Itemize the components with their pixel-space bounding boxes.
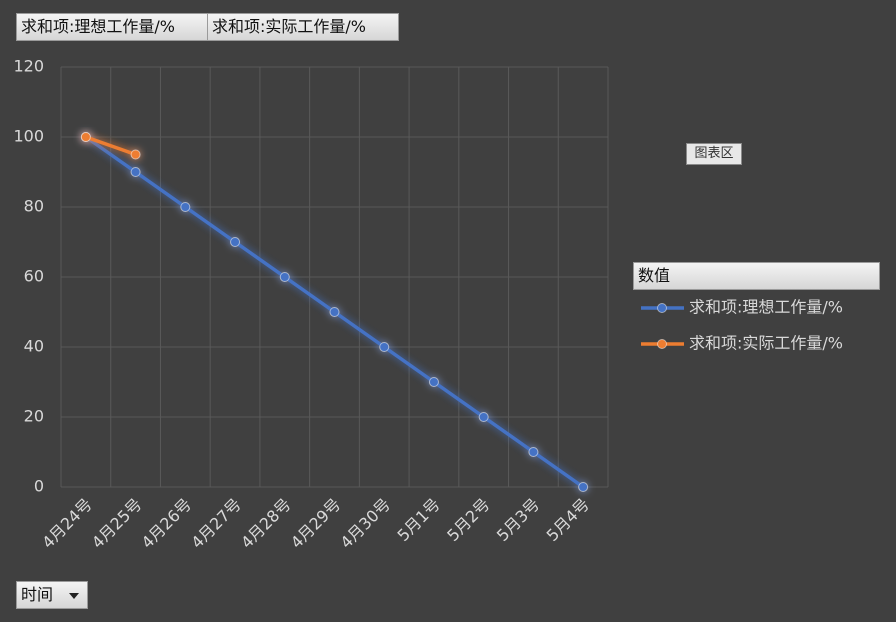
x-tick-label: 4月30号: [337, 495, 395, 553]
marker: [578, 482, 589, 492]
x-tick-label: 4月25号: [88, 495, 146, 553]
x-tick-label: 5月4号: [543, 495, 593, 545]
marker: [130, 149, 141, 160]
y-tick-label: 60: [24, 267, 44, 286]
x-tick-label: 5月3号: [493, 495, 543, 545]
axis-field-button[interactable]: 时间: [16, 581, 88, 609]
legend-title[interactable]: 数值: [633, 262, 880, 290]
x-tick-label: 4月27号: [187, 495, 245, 553]
y-tick-label: 20: [24, 407, 44, 426]
x-tick-label: 5月1号: [393, 495, 443, 545]
marker: [130, 167, 141, 177]
field-button[interactable]: 求和项:实际工作量/%: [207, 13, 399, 41]
x-tick-label: 4月26号: [138, 495, 196, 553]
y-tick-label: 80: [24, 197, 44, 216]
series: [80, 132, 589, 492]
marker: [80, 132, 91, 142]
y-tick-label: 0: [34, 477, 44, 496]
chart-area-tooltip: 图表区: [686, 143, 742, 165]
legend-marker: [657, 339, 667, 349]
y-tick-label: 40: [24, 337, 44, 356]
marker: [279, 272, 290, 282]
y-tick-label: 120: [13, 57, 44, 76]
series-line: [85, 135, 137, 157]
axis-field-label: 时间: [21, 585, 54, 604]
series: [80, 132, 141, 160]
marker: [428, 377, 439, 387]
legend-label[interactable]: 求和项:实际工作量/%: [689, 334, 843, 353]
marker: [329, 307, 340, 317]
marker: [379, 342, 390, 352]
legend-label[interactable]: 求和项:理想工作量/%: [689, 298, 843, 317]
x-tick-label: 4月28号: [237, 495, 295, 553]
dropdown-arrow[interactable]: [69, 593, 79, 599]
marker: [478, 412, 489, 422]
marker: [180, 202, 191, 212]
field-button[interactable]: 求和项:理想工作量/%: [16, 13, 208, 41]
legend-marker: [657, 303, 667, 313]
marker: [528, 447, 539, 457]
marker: [230, 237, 241, 247]
x-tick-label: 4月29号: [287, 495, 345, 553]
x-tick-label: 4月24号: [38, 495, 96, 553]
x-tick-label: 5月2号: [443, 495, 493, 545]
y-tick-label: 100: [13, 127, 44, 146]
